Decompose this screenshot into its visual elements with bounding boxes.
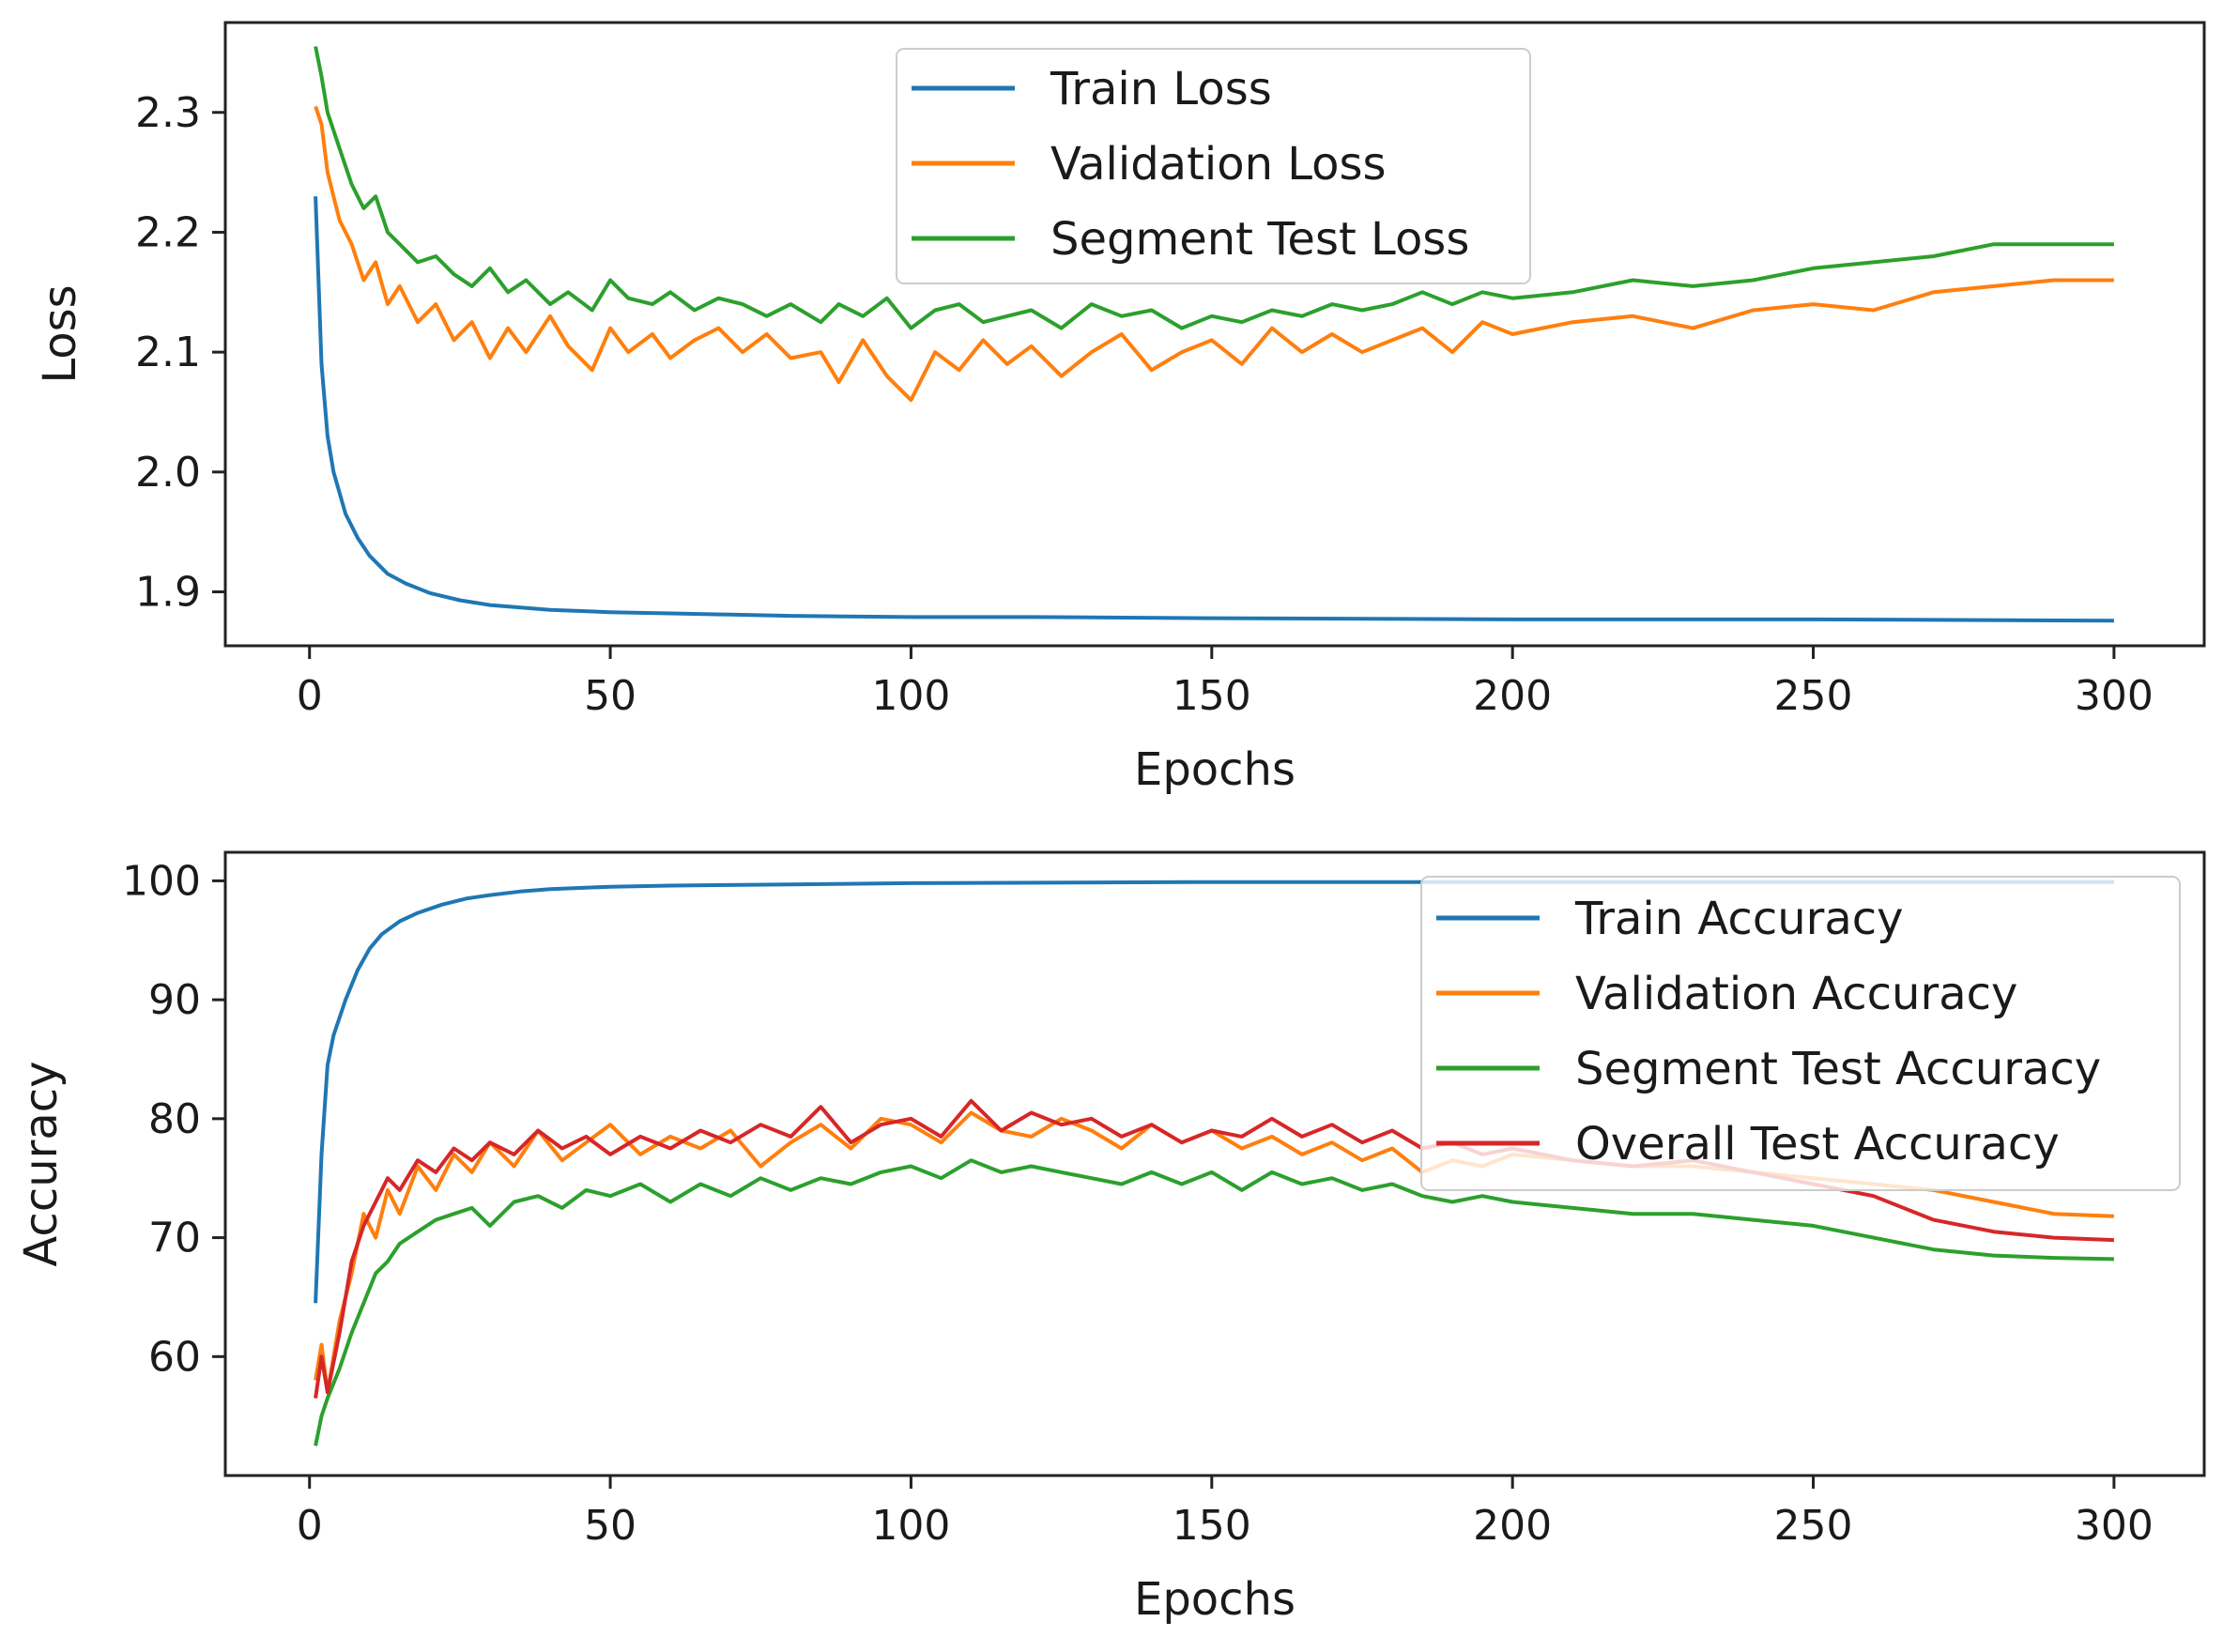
accuracy-x-tick-label: 150 (1173, 1502, 1251, 1550)
loss-x-tick-label: 0 (297, 672, 323, 720)
loss-y-tick-label: 2.2 (135, 208, 201, 256)
loss-y-axis-label: Loss (34, 284, 86, 383)
accuracy-y-tick-label: 70 (148, 1215, 201, 1262)
loss-y-tick-label: 1.9 (135, 569, 201, 617)
accuracy-chart: 60 70 80 90 100 0 50 100 150 200 250 300 Epochs Ac… (15, 850, 2206, 1626)
loss-legend: Train Loss Validation Loss Segment Test Lo… (896, 48, 1531, 284)
accuracy-legend-label-train-accuracy: Train Accuracy (1574, 893, 1904, 945)
loss-y-tick-label: 2.3 (135, 89, 201, 137)
accuracy-x-axis-label: Epochs (1134, 1573, 1295, 1626)
loss-y-ticks: 1.9 2.0 2.1 2.2 2.3 (135, 89, 225, 617)
accuracy-x-ticks: 0 50 100 150 200 250 300 (297, 1476, 2154, 1550)
loss-y-tick-label: 2.1 (135, 329, 201, 376)
accuracy-legend-label-overall-test-accuracy: Overall Test Accuracy (1575, 1118, 2060, 1170)
accuracy-y-axis-label: Accuracy (15, 1061, 68, 1266)
accuracy-y-tick-label: 100 (122, 857, 201, 905)
loss-legend-label-validation-loss: Validation Loss (1050, 138, 1387, 191)
accuracy-series-train-accuracy (314, 880, 2114, 1304)
loss-x-axis-label: Epochs (1134, 743, 1295, 796)
accuracy-x-tick-label: 100 (871, 1502, 950, 1550)
loss-series-validation-loss (314, 105, 2114, 403)
loss-x-tick-label: 300 (2075, 672, 2154, 720)
loss-legend-box (896, 48, 1531, 284)
loss-series-segment-test-loss (314, 46, 2114, 330)
accuracy-y-ticks: 60 70 80 90 100 (122, 857, 225, 1381)
accuracy-x-tick-label: 50 (584, 1502, 636, 1550)
loss-chart: 1.9 2.0 2.1 2.2 2.3 0 50 100 150 200 250 300 Epoch… (34, 21, 2206, 796)
loss-legend-label-train-loss: Train Loss (1050, 63, 1272, 115)
accuracy-y-tick-label: 60 (148, 1333, 201, 1381)
loss-x-tick-label: 200 (1473, 672, 1552, 720)
accuracy-legend-label-validation-accuracy: Validation Accuracy (1575, 968, 2017, 1020)
loss-y-tick-label: 2.0 (135, 449, 201, 497)
accuracy-series-segment-test-accuracy (314, 1158, 2114, 1446)
loss-series-train-loss (314, 196, 2114, 623)
loss-x-tick-label: 100 (871, 672, 950, 720)
accuracy-x-tick-label: 0 (297, 1502, 323, 1550)
loss-legend-label-segment-test-loss: Segment Test Loss (1050, 213, 1469, 266)
loss-x-tick-label: 50 (584, 672, 636, 720)
accuracy-y-tick-label: 80 (148, 1095, 201, 1143)
loss-series-group (314, 46, 2114, 623)
accuracy-legend-box (1420, 876, 2181, 1191)
accuracy-x-tick-label: 250 (1774, 1502, 1853, 1550)
accuracy-x-tick-label: 200 (1473, 1502, 1552, 1550)
loss-x-ticks: 0 50 100 150 200 250 300 (297, 646, 2154, 720)
loss-x-tick-label: 150 (1173, 672, 1251, 720)
loss-x-tick-label: 250 (1774, 672, 1853, 720)
accuracy-legend: Train Accuracy Validation Accuracy Segment… (1420, 876, 2181, 1191)
accuracy-y-tick-label: 90 (148, 976, 201, 1024)
accuracy-legend-label-segment-test-accuracy: Segment Test Accuracy (1575, 1043, 2101, 1095)
accuracy-x-tick-label: 300 (2075, 1502, 2154, 1550)
